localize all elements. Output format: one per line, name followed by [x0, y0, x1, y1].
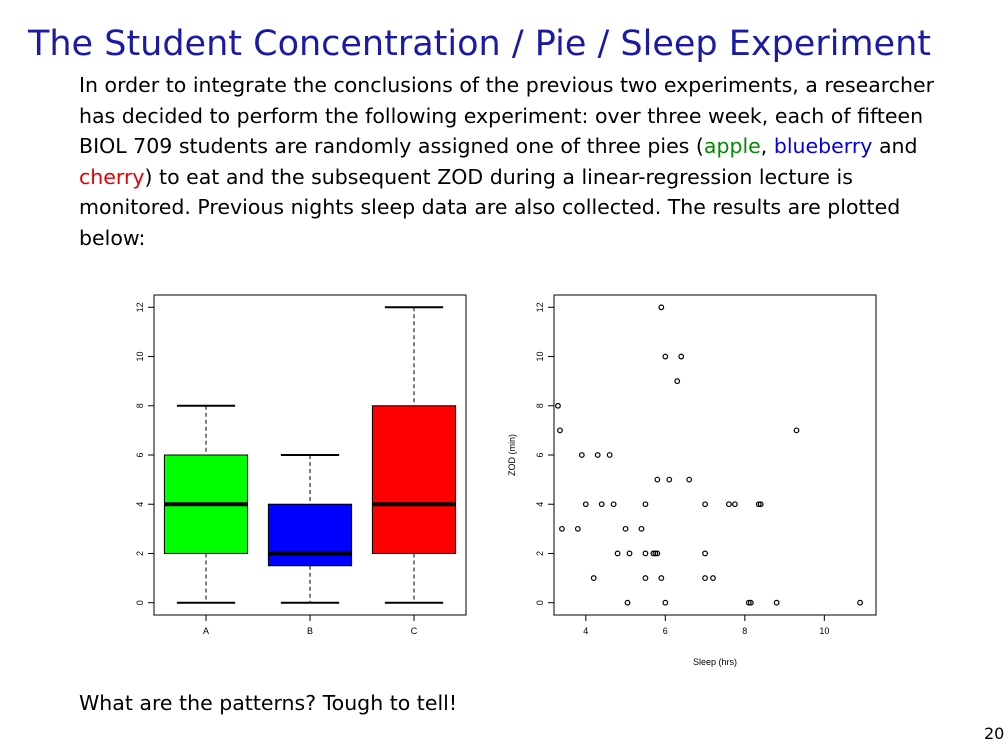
data-point	[658, 304, 665, 311]
y-tick-label: 0	[135, 600, 145, 605]
x-axis-label: Sleep (hrs)	[693, 657, 737, 667]
data-point	[652, 550, 659, 557]
data-point	[624, 599, 631, 606]
x-tick-label: A	[203, 626, 209, 636]
data-point	[594, 452, 601, 458]
x-tick-label: 6	[663, 626, 668, 636]
data-point	[590, 575, 597, 581]
y-tick-label: 8	[135, 403, 145, 408]
data-point	[606, 452, 613, 458]
data-point	[555, 402, 561, 409]
data-point	[642, 550, 649, 557]
y-tick-label: 12	[535, 302, 545, 312]
data-point	[598, 501, 605, 508]
y-tick-label: 10	[535, 352, 545, 362]
box-b	[267, 503, 353, 567]
data-point	[574, 525, 581, 532]
data-point	[662, 353, 669, 360]
data-point	[793, 427, 800, 434]
intro-separator: ,	[760, 134, 774, 158]
data-point	[582, 501, 589, 508]
data-point	[674, 378, 681, 385]
pie-blueberry-label: blueberry	[773, 134, 873, 158]
intro-text-start: In order to integrate the conclusions of…	[79, 73, 935, 158]
y-tick-label: 0	[535, 600, 545, 605]
data-point	[642, 575, 649, 581]
y-tick-label: 2	[135, 551, 145, 556]
footer-question: What are the patterns? Tough to tell!	[79, 691, 458, 715]
data-point	[773, 599, 780, 606]
data-point	[702, 575, 708, 581]
data-point	[710, 575, 716, 581]
intro-paragraph: In order to integrate the conclusions of…	[79, 70, 959, 253]
data-point	[614, 550, 621, 557]
y-tick-label: 6	[135, 452, 145, 457]
y-tick-label: 2	[535, 551, 545, 556]
data-point	[578, 452, 585, 458]
x-tick-label: 4	[583, 626, 588, 636]
y-tick-label: 6	[535, 452, 545, 457]
data-point	[726, 501, 732, 508]
data-point	[857, 599, 863, 606]
data-point	[666, 476, 673, 483]
boxplot-chart: 0 2 4 6 8 10 12 A B C	[135, 294, 467, 636]
data-point	[747, 599, 754, 606]
data-point	[622, 525, 629, 532]
y-tick-label: 4	[135, 502, 145, 507]
page-number: 20	[984, 724, 1005, 743]
data-point	[745, 599, 752, 606]
data-point	[638, 525, 645, 532]
y-axis-label: ZOD (min)	[507, 434, 517, 476]
x-tick-label: 10	[819, 626, 829, 636]
pie-apple-label: apple	[703, 134, 761, 158]
box-c	[371, 405, 457, 554]
x-tick-label: C	[411, 626, 418, 636]
data-point	[662, 599, 669, 606]
data-point	[702, 550, 708, 557]
intro-separator: and	[872, 134, 918, 158]
data-point	[610, 501, 617, 508]
data-point	[626, 550, 633, 557]
pie-cherry-label: cherry	[79, 164, 145, 189]
data-point	[654, 550, 661, 557]
x-tick-label: B	[307, 626, 313, 636]
data-point	[654, 476, 661, 483]
data-point	[642, 501, 649, 508]
data-point	[757, 501, 764, 508]
y-tick-label: 12	[135, 302, 145, 312]
y-tick-label: 4	[535, 502, 545, 507]
data-point	[650, 550, 657, 557]
scatter-chart: 0 2 4 6 8 10 12 4 6 8 10 Sleep (hrs) ZOD (min)	[507, 294, 877, 667]
data-point	[755, 501, 762, 508]
x-tick-label: 8	[742, 626, 747, 636]
data-point	[731, 501, 738, 508]
data-point	[557, 427, 563, 434]
y-tick-label: 8	[535, 403, 545, 408]
data-point	[559, 525, 565, 532]
plot-frame	[553, 294, 877, 616]
data-point	[678, 353, 685, 360]
data-point	[658, 575, 665, 581]
data-point	[686, 476, 693, 483]
intro-text-end: ) to eat and the subsequent ZOD during a…	[79, 164, 901, 250]
data-point	[702, 501, 708, 508]
y-tick-label: 10	[135, 352, 145, 362]
slide-title: The Student Concentration / Pie / Sleep …	[28, 24, 931, 64]
